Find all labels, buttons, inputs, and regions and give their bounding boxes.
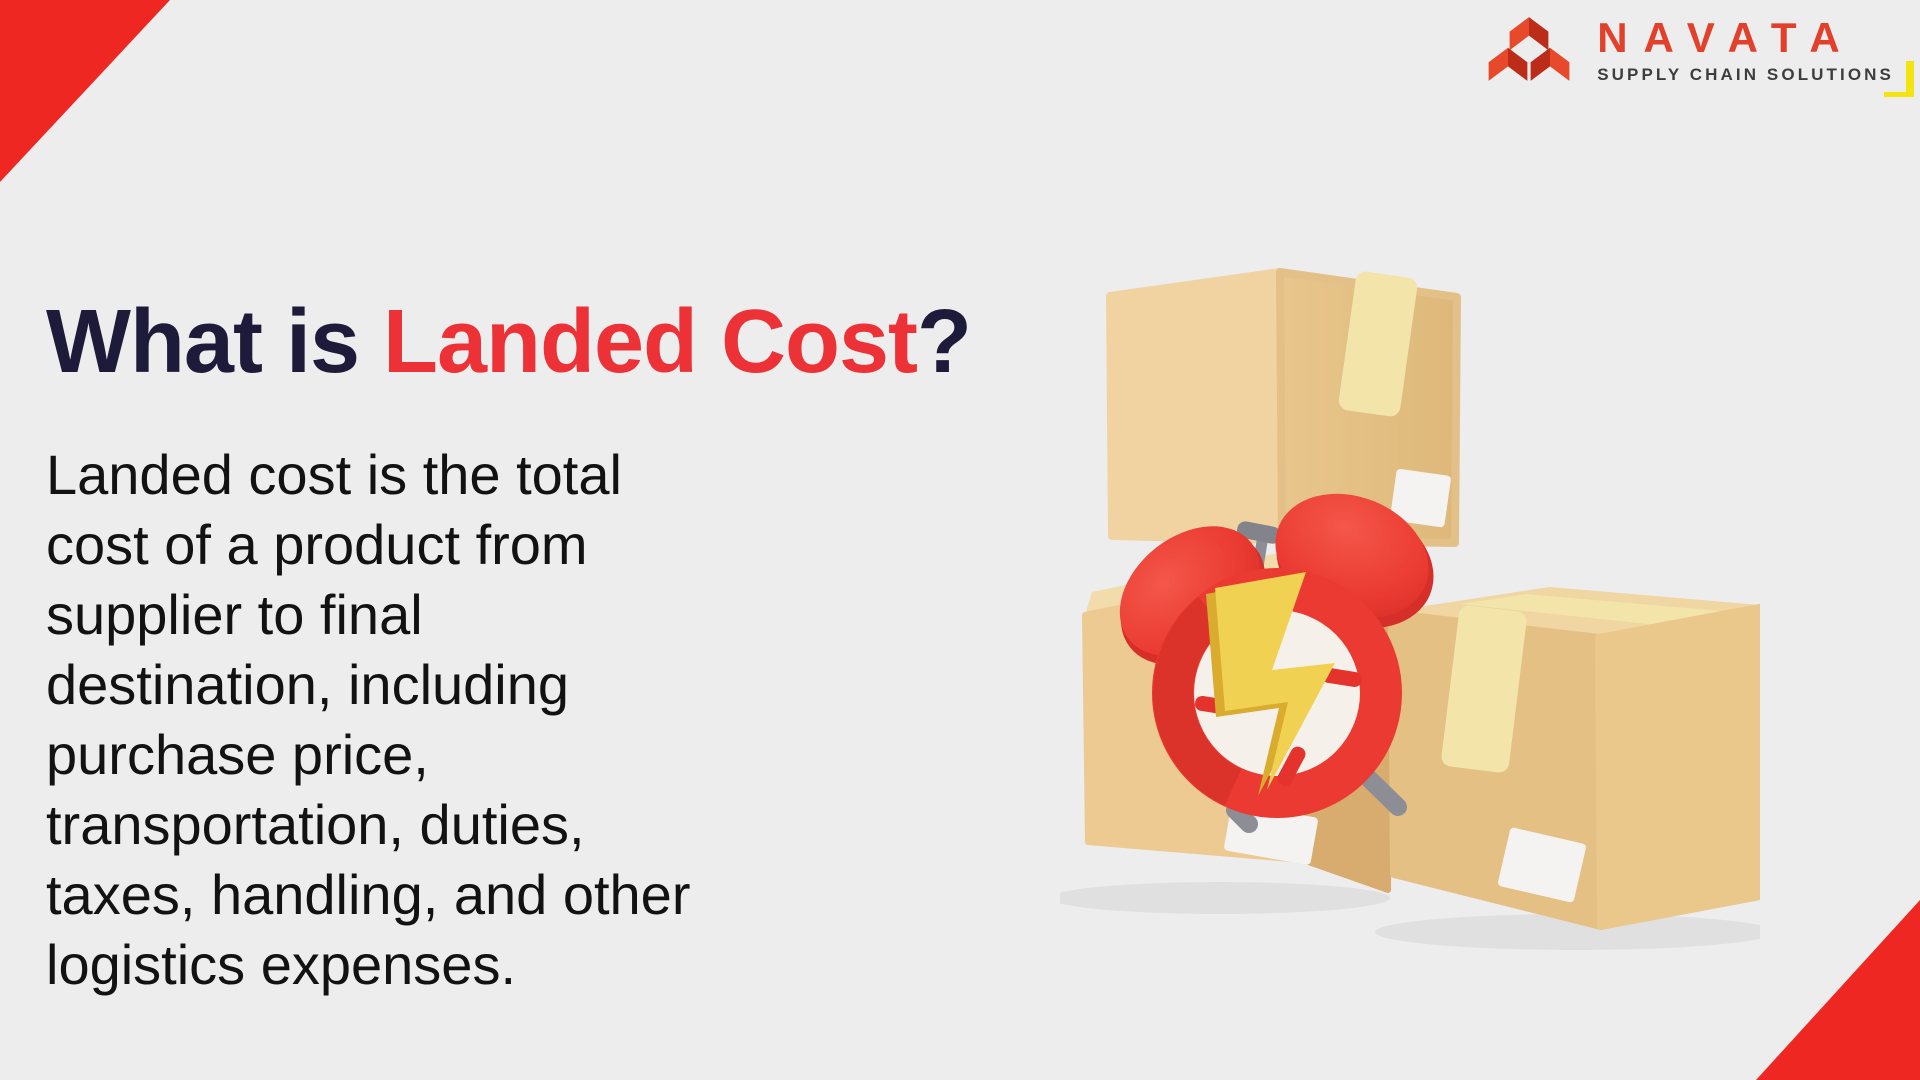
clock-tick-bottom — [1277, 746, 1306, 786]
body-text-line: logistics expenses. — [46, 933, 517, 996]
body-text-line: Landed cost is the total — [46, 443, 622, 506]
logo-text-block: NAVATA SUPPLY CHAIN SOLUTIONS — [1597, 14, 1914, 97]
box-label — [1390, 469, 1451, 528]
box-front-face — [1106, 268, 1286, 544]
logo-cube-face — [1529, 17, 1549, 51]
cardboard-box-back — [1106, 268, 1461, 547]
lightning-bolt-icon — [1206, 572, 1335, 796]
ground-shadow — [1060, 882, 1390, 914]
box-tape-strip — [1441, 605, 1527, 773]
ground-shadow — [1375, 914, 1760, 950]
body-paragraph: Landed cost is the total cost of a produ… — [46, 440, 690, 1000]
logo-cube-face — [1550, 47, 1570, 81]
body-text-line: supplier to final — [46, 583, 423, 646]
box-tape-strip — [1338, 271, 1418, 417]
box-front-face — [1595, 604, 1760, 930]
box-tape-band — [1460, 594, 1732, 626]
corner-triangle-top-left — [0, 0, 170, 182]
logo-cube-face — [1488, 47, 1509, 81]
logo-cube-face — [1508, 47, 1528, 81]
body-text-line: transportation, duties, — [46, 793, 585, 856]
cardboard-box-right — [1388, 587, 1760, 930]
logo-wordmark: NAVATA — [1597, 14, 1856, 61]
navata-logo: NAVATA SUPPLY CHAIN SOLUTIONS — [1487, 10, 1914, 97]
clock-hammer-cap — [1237, 521, 1281, 544]
page-title: What is Landed Cost? — [46, 288, 972, 396]
boxes-alarm-clock-illustration — [1060, 268, 1760, 950]
title-prefix: What is — [46, 292, 384, 392]
clock-tick-right — [1322, 667, 1362, 688]
alarm-clock — [1119, 493, 1434, 833]
navata-cubes-icon — [1488, 17, 1570, 81]
title-highlight: Landed Cost — [383, 292, 918, 392]
lightning-bolt-face — [1215, 572, 1335, 790]
clock-leg-left — [1226, 801, 1258, 833]
title-suffix: ? — [917, 292, 972, 392]
body-text-line: taxes, handling, and other — [46, 863, 691, 926]
logo-cube-face — [1530, 47, 1551, 81]
corner-triangle-bottom-right — [1756, 900, 1920, 1080]
logo-tagline: SUPPLY CHAIN SOLUTIONS — [1597, 65, 1894, 84]
clock-ring-shading — [1153, 569, 1401, 817]
body-text-line: cost of a product from — [46, 513, 588, 576]
body-text-line: purchase price, — [46, 723, 429, 786]
box-label — [1498, 827, 1586, 903]
body-text-line: destination, including — [46, 653, 570, 716]
logo-corner-bracket — [1884, 61, 1914, 97]
logo-cube-face — [1509, 17, 1530, 51]
